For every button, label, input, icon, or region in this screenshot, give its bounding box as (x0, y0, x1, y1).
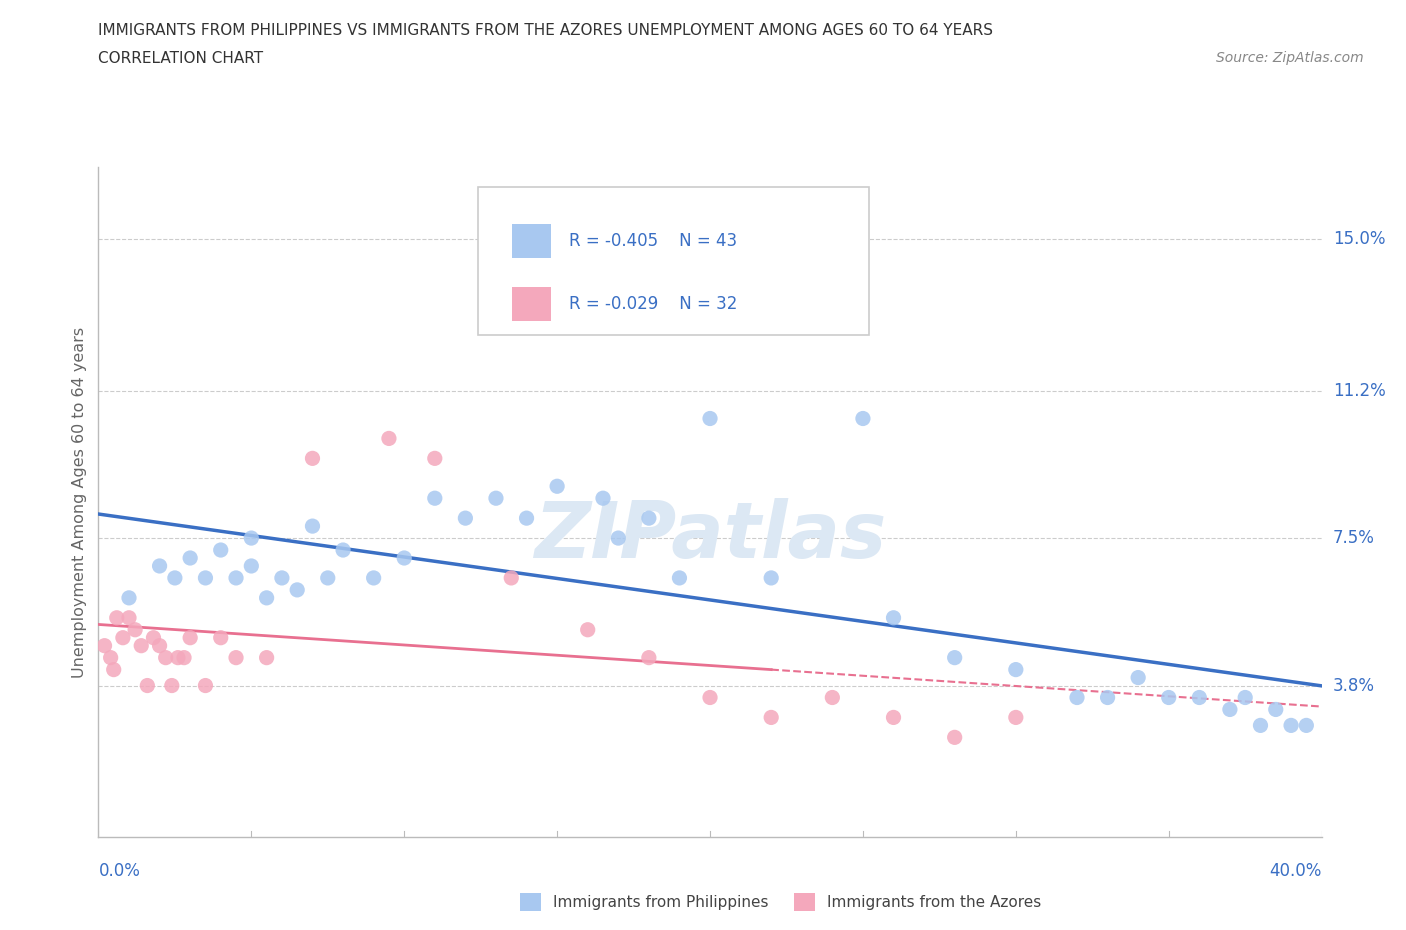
Point (316, 570, 339, 585)
Point (256, 650, 278, 665)
Point (256, 591, 278, 605)
Point (501, 570, 523, 585)
Point (378, 431, 401, 445)
Point (1004, 710, 1026, 724)
Point (209, 631, 232, 645)
Point (270, 570, 294, 585)
Point (100, 650, 122, 665)
Point (699, 411, 721, 426)
Point (194, 678, 217, 693)
FancyBboxPatch shape (478, 188, 869, 335)
Point (592, 491, 614, 506)
Point (301, 519, 323, 534)
Point (363, 570, 385, 585)
Point (637, 650, 661, 665)
Point (105, 610, 128, 625)
Point (179, 631, 201, 645)
Point (179, 551, 201, 565)
Point (761, 570, 783, 585)
Point (454, 511, 477, 525)
Point (209, 542, 232, 557)
Text: 3.8%: 3.8% (1333, 676, 1375, 695)
Point (668, 570, 690, 585)
Point (1004, 662, 1026, 677)
Point (124, 622, 146, 637)
Point (943, 730, 966, 745)
Text: Immigrants from the Azores: Immigrants from the Azores (827, 895, 1040, 910)
Point (301, 451, 323, 466)
Point (576, 622, 599, 637)
Point (118, 610, 141, 625)
Point (167, 650, 190, 665)
Point (943, 650, 966, 665)
Point (142, 631, 165, 645)
Point (285, 582, 308, 597)
Point (103, 662, 125, 677)
Point (761, 710, 783, 724)
Point (136, 678, 159, 693)
Point (163, 570, 186, 585)
Point (1264, 702, 1286, 717)
Point (1219, 702, 1241, 717)
Point (149, 559, 172, 574)
Text: 0.0%: 0.0% (98, 862, 141, 880)
Text: 40.0%: 40.0% (1270, 862, 1322, 880)
Point (1097, 690, 1119, 705)
Point (883, 710, 905, 724)
Point (129, 638, 152, 653)
Point (1279, 718, 1302, 733)
Y-axis label: Unemployment Among Ages 60 to 64 years: Unemployment Among Ages 60 to 64 years (72, 326, 87, 678)
Text: R = -0.029    N = 32: R = -0.029 N = 32 (569, 295, 738, 313)
Point (1295, 718, 1317, 733)
Point (637, 511, 661, 525)
Point (821, 690, 844, 705)
Point (392, 551, 416, 565)
Text: IMMIGRANTS FROM PHILIPPINES VS IMMIGRANTS FROM THE AZORES UNEMPLOYMENT AMONG AGE: IMMIGRANTS FROM PHILIPPINES VS IMMIGRANT… (98, 23, 994, 38)
FancyBboxPatch shape (512, 224, 551, 258)
Point (1188, 690, 1211, 705)
Text: CORRELATION CHART: CORRELATION CHART (98, 51, 263, 66)
Point (699, 690, 721, 705)
Point (1234, 690, 1257, 705)
Point (160, 678, 183, 693)
Text: 7.5%: 7.5% (1333, 529, 1375, 547)
Point (1128, 671, 1150, 685)
Point (1157, 690, 1180, 705)
Point (1250, 718, 1272, 733)
Text: R = -0.405    N = 43: R = -0.405 N = 43 (569, 232, 738, 250)
Text: Source: ZipAtlas.com: Source: ZipAtlas.com (1216, 51, 1364, 65)
FancyBboxPatch shape (512, 287, 551, 321)
Point (1066, 690, 1088, 705)
Point (485, 491, 508, 506)
Point (155, 650, 177, 665)
Point (118, 591, 141, 605)
Point (225, 650, 247, 665)
Point (423, 491, 446, 506)
Point (607, 531, 630, 546)
Point (240, 531, 263, 546)
Point (111, 631, 134, 645)
Point (423, 451, 446, 466)
Point (194, 570, 217, 585)
Text: Immigrants from Philippines: Immigrants from Philippines (553, 895, 768, 910)
Text: ZIPatlas: ZIPatlas (534, 498, 886, 574)
Point (883, 610, 905, 625)
Point (225, 570, 247, 585)
Point (173, 650, 195, 665)
Text: 15.0%: 15.0% (1333, 230, 1385, 248)
Point (546, 479, 568, 494)
Point (852, 411, 875, 426)
Point (332, 542, 354, 557)
Point (93, 638, 115, 653)
Point (516, 511, 538, 525)
Point (240, 559, 263, 574)
Text: 11.2%: 11.2% (1333, 381, 1385, 400)
Point (149, 638, 172, 653)
